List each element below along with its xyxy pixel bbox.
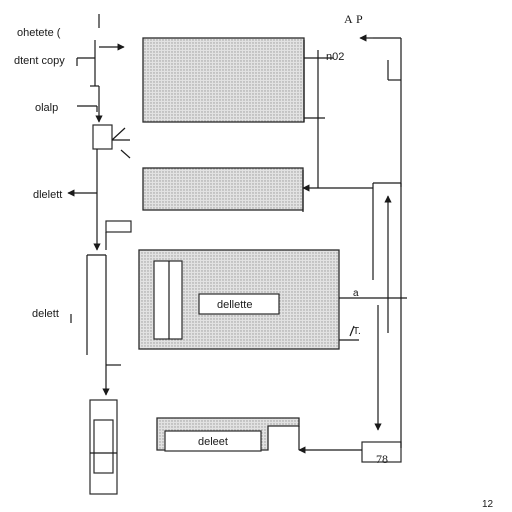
- label-tick-a: a: [353, 288, 359, 299]
- process-box-1: [142, 37, 305, 123]
- label-delete-2: delett: [32, 308, 59, 320]
- label-olalp: olalp: [35, 102, 58, 114]
- inner-label-box-2: [164, 430, 262, 452]
- label-bottom-right: 78: [376, 452, 388, 466]
- inner-label-1: dellette: [217, 299, 252, 311]
- inner-label-2: deleet: [198, 436, 228, 448]
- label-top-right-p: P: [356, 12, 363, 26]
- label-corner: 12: [482, 499, 494, 510]
- label-tick-t: T.: [353, 326, 361, 337]
- label-delete-1: dlelett: [33, 189, 62, 201]
- process-box-2: [142, 167, 304, 211]
- label-copy: dtent copy: [14, 55, 65, 67]
- junction-box: [92, 124, 113, 150]
- process-box-3-notch: [153, 260, 183, 340]
- inner-label-box-1: [198, 293, 280, 315]
- output-box: [361, 441, 402, 463]
- label-top-right-a: A: [344, 12, 353, 26]
- label-mid-right: n02: [326, 51, 344, 63]
- label-top-left: ohetete (: [17, 27, 61, 39]
